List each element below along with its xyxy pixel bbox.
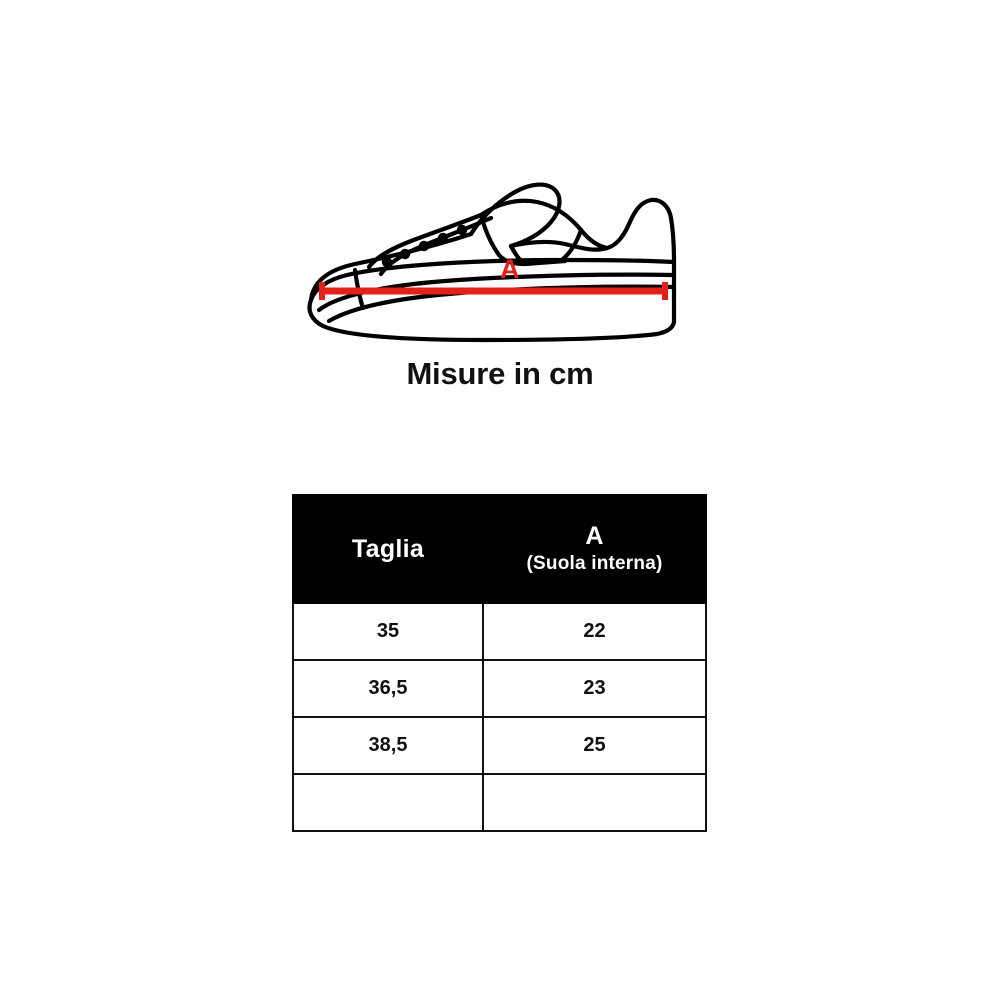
header-a-sublabel: (Suola interna): [526, 552, 663, 574]
header-cell-a: A (Suola interna): [482, 494, 707, 604]
cell-taglia: 38,5: [292, 716, 484, 775]
cell-a: 23: [482, 659, 707, 718]
lace-eyelets-icon: [381, 224, 468, 268]
table-row: 38,5 25: [292, 716, 707, 775]
cell-a: [482, 773, 707, 832]
measure-label-a: A: [500, 254, 520, 284]
table-row: 36,5 23: [292, 659, 707, 718]
cell-a: 25: [482, 716, 707, 775]
cell-a: 22: [482, 602, 707, 661]
table-header-row: Taglia A (Suola interna): [292, 494, 707, 604]
caption-misure: Misure in cm: [406, 356, 594, 391]
sneaker-side-profile-icon: [307, 182, 677, 343]
measure-line-a: [319, 282, 668, 300]
table-row: 35 22: [292, 602, 707, 661]
size-chart-table: Taglia A (Suola interna) 35 22 36,5 23 3…: [292, 494, 707, 832]
shoe-illustration: A Misure in cm: [0, 0, 1000, 470]
cell-taglia: 36,5: [292, 659, 484, 718]
header-a-label: A: [585, 522, 604, 551]
header-taglia-label: Taglia: [351, 534, 425, 563]
header-cell-taglia: Taglia: [292, 494, 484, 604]
table-row: [292, 773, 707, 832]
cell-taglia: 35: [292, 602, 484, 661]
cell-taglia: [292, 773, 484, 832]
